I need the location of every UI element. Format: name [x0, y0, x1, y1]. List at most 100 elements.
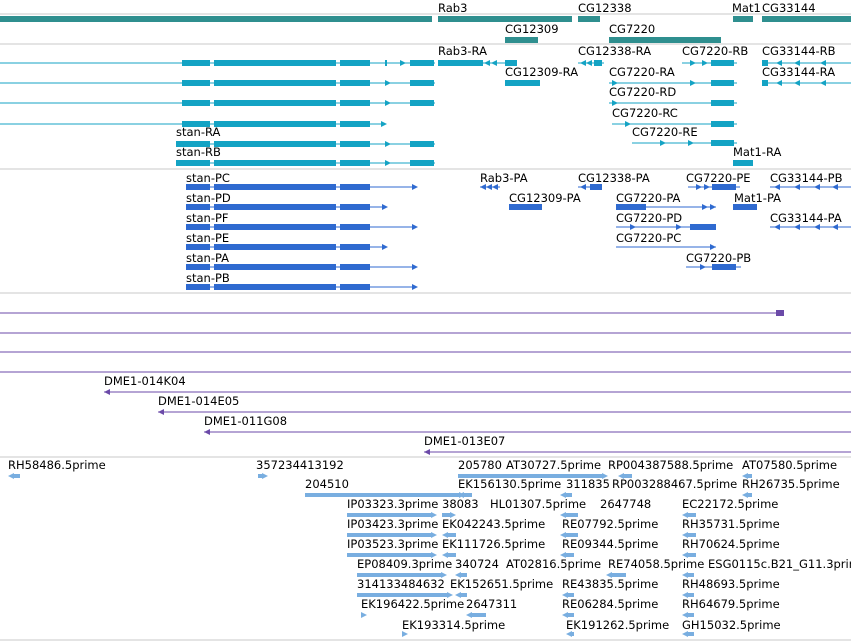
gene-block[interactable] — [0, 16, 432, 22]
feature-label[interactable]: RE74058.5prime — [608, 557, 705, 571]
feature-label[interactable]: stan-PA — [186, 251, 230, 265]
feature-label[interactable]: stan-PC — [186, 171, 230, 185]
feature-label[interactable]: CG33144 — [762, 1, 816, 15]
feature-label[interactable]: IP03323.3prime — [347, 497, 439, 511]
feature-label[interactable]: stan-RA — [176, 125, 221, 139]
est-block[interactable] — [566, 493, 572, 497]
feature-label[interactable]: IP03523.3prime — [347, 537, 439, 551]
feature-block[interactable] — [214, 204, 336, 210]
feature-label[interactable]: CG7220-RA — [609, 65, 675, 79]
feature-label[interactable]: CG12338 — [578, 1, 632, 15]
est-block[interactable] — [572, 632, 574, 636]
est-block[interactable] — [568, 593, 574, 597]
est-block[interactable] — [458, 474, 602, 478]
feature-label[interactable]: EC22172.5prime — [682, 497, 779, 511]
feature-label[interactable]: RE06284.5prime — [562, 597, 659, 611]
feature-label[interactable]: CG7220-RB — [682, 44, 749, 58]
feature-block[interactable] — [712, 184, 736, 190]
feature-block[interactable] — [410, 80, 434, 86]
est-block[interactable] — [461, 593, 467, 597]
feature-block[interactable] — [182, 60, 210, 66]
feature-label[interactable]: CG7220 — [609, 22, 656, 36]
feature-label[interactable]: 205780 — [458, 458, 502, 472]
feature-label[interactable]: ESG0115c.B21_G11.3prime — [708, 557, 851, 571]
feature-block[interactable] — [711, 80, 734, 86]
est-block[interactable] — [566, 553, 574, 557]
est-block[interactable] — [688, 533, 696, 537]
feature-label[interactable]: HL01307.5prime — [490, 497, 587, 511]
feature-block[interactable] — [340, 160, 370, 166]
feature-block[interactable] — [340, 141, 370, 147]
feature-label[interactable]: IP03423.3prime — [347, 517, 439, 531]
feature-label[interactable]: EK193314.5prime — [402, 618, 506, 632]
est-block[interactable] — [347, 553, 431, 557]
feature-label[interactable]: EK152651.5prime — [450, 577, 554, 591]
feature-label[interactable]: AT07580.5prime — [742, 458, 838, 472]
feature-block[interactable] — [214, 80, 336, 86]
feature-block[interactable] — [182, 100, 210, 106]
feature-block[interactable] — [186, 224, 210, 230]
feature-block[interactable] — [616, 204, 646, 210]
feature-block[interactable] — [186, 264, 210, 270]
feature-label[interactable]: CG12309 — [505, 22, 559, 36]
feature-label[interactable]: 2647311 — [466, 597, 518, 611]
feature-block[interactable] — [186, 244, 210, 250]
feature-block[interactable] — [340, 244, 370, 250]
feature-label[interactable]: CG12309-PA — [509, 191, 581, 205]
feature-block[interactable] — [438, 60, 483, 66]
feature-block[interactable] — [214, 224, 336, 230]
feature-label[interactable]: RE07792.5prime — [562, 517, 659, 531]
feature-label[interactable]: AT30727.5prime — [506, 458, 602, 472]
est-block[interactable] — [464, 493, 472, 497]
feature-label[interactable]: Mat1-RA — [733, 145, 782, 159]
feature-block[interactable] — [182, 80, 210, 86]
feature-label[interactable]: RP003288467.5prime — [612, 477, 738, 491]
feature-block[interactable] — [340, 224, 370, 230]
est-block[interactable] — [612, 573, 626, 577]
feature-label[interactable]: CG33144-PB — [770, 171, 843, 185]
gene-block[interactable] — [762, 16, 851, 22]
feature-block[interactable] — [385, 60, 387, 66]
feature-label[interactable]: RP004387588.5prime — [608, 458, 734, 472]
feature-label[interactable]: DME1-014K04 — [104, 374, 186, 388]
feature-label[interactable]: Mat1-PA — [734, 191, 782, 205]
feature-label[interactable]: CG7220-RC — [612, 106, 678, 120]
est-block[interactable] — [347, 533, 431, 537]
feature-block[interactable] — [711, 60, 734, 66]
feature-label[interactable]: 314133484632 — [357, 577, 445, 591]
est-block[interactable] — [688, 632, 694, 636]
feature-block[interactable] — [340, 60, 370, 66]
feature-block[interactable] — [733, 204, 757, 210]
feature-label[interactable]: CG12338-PA — [578, 171, 650, 185]
feature-label[interactable]: Mat1 — [732, 1, 761, 15]
est-block[interactable] — [305, 493, 459, 497]
feature-block[interactable] — [214, 264, 336, 270]
feature-label[interactable]: EP08409.3prime — [357, 557, 453, 571]
feature-label[interactable]: CG33144-RA — [762, 65, 836, 79]
feature-block[interactable] — [505, 80, 540, 86]
feature-block[interactable] — [590, 184, 602, 190]
gene-block[interactable] — [609, 37, 721, 43]
feature-label[interactable]: stan-PB — [186, 271, 230, 285]
feature-label[interactable]: CG7220-PC — [616, 231, 682, 245]
feature-label[interactable]: GH15032.5prime — [682, 618, 781, 632]
feature-block[interactable] — [690, 224, 716, 230]
est-block[interactable] — [347, 513, 431, 517]
feature-block[interactable] — [340, 80, 370, 86]
feature-block[interactable] — [340, 184, 370, 190]
feature-block[interactable] — [712, 264, 736, 270]
feature-block[interactable] — [594, 60, 602, 66]
feature-block[interactable] — [711, 121, 734, 127]
est-block[interactable] — [688, 553, 696, 557]
feature-label[interactable]: 340724 — [455, 557, 499, 571]
est-block[interactable] — [448, 553, 456, 557]
est-block[interactable] — [568, 613, 574, 617]
feature-block[interactable] — [214, 141, 336, 147]
transcript-block[interactable] — [733, 160, 753, 166]
feature-block[interactable] — [176, 160, 210, 166]
feature-block[interactable] — [711, 100, 734, 106]
gene-block[interactable] — [578, 16, 600, 22]
feature-label[interactable]: AT02816.5prime — [506, 557, 602, 571]
